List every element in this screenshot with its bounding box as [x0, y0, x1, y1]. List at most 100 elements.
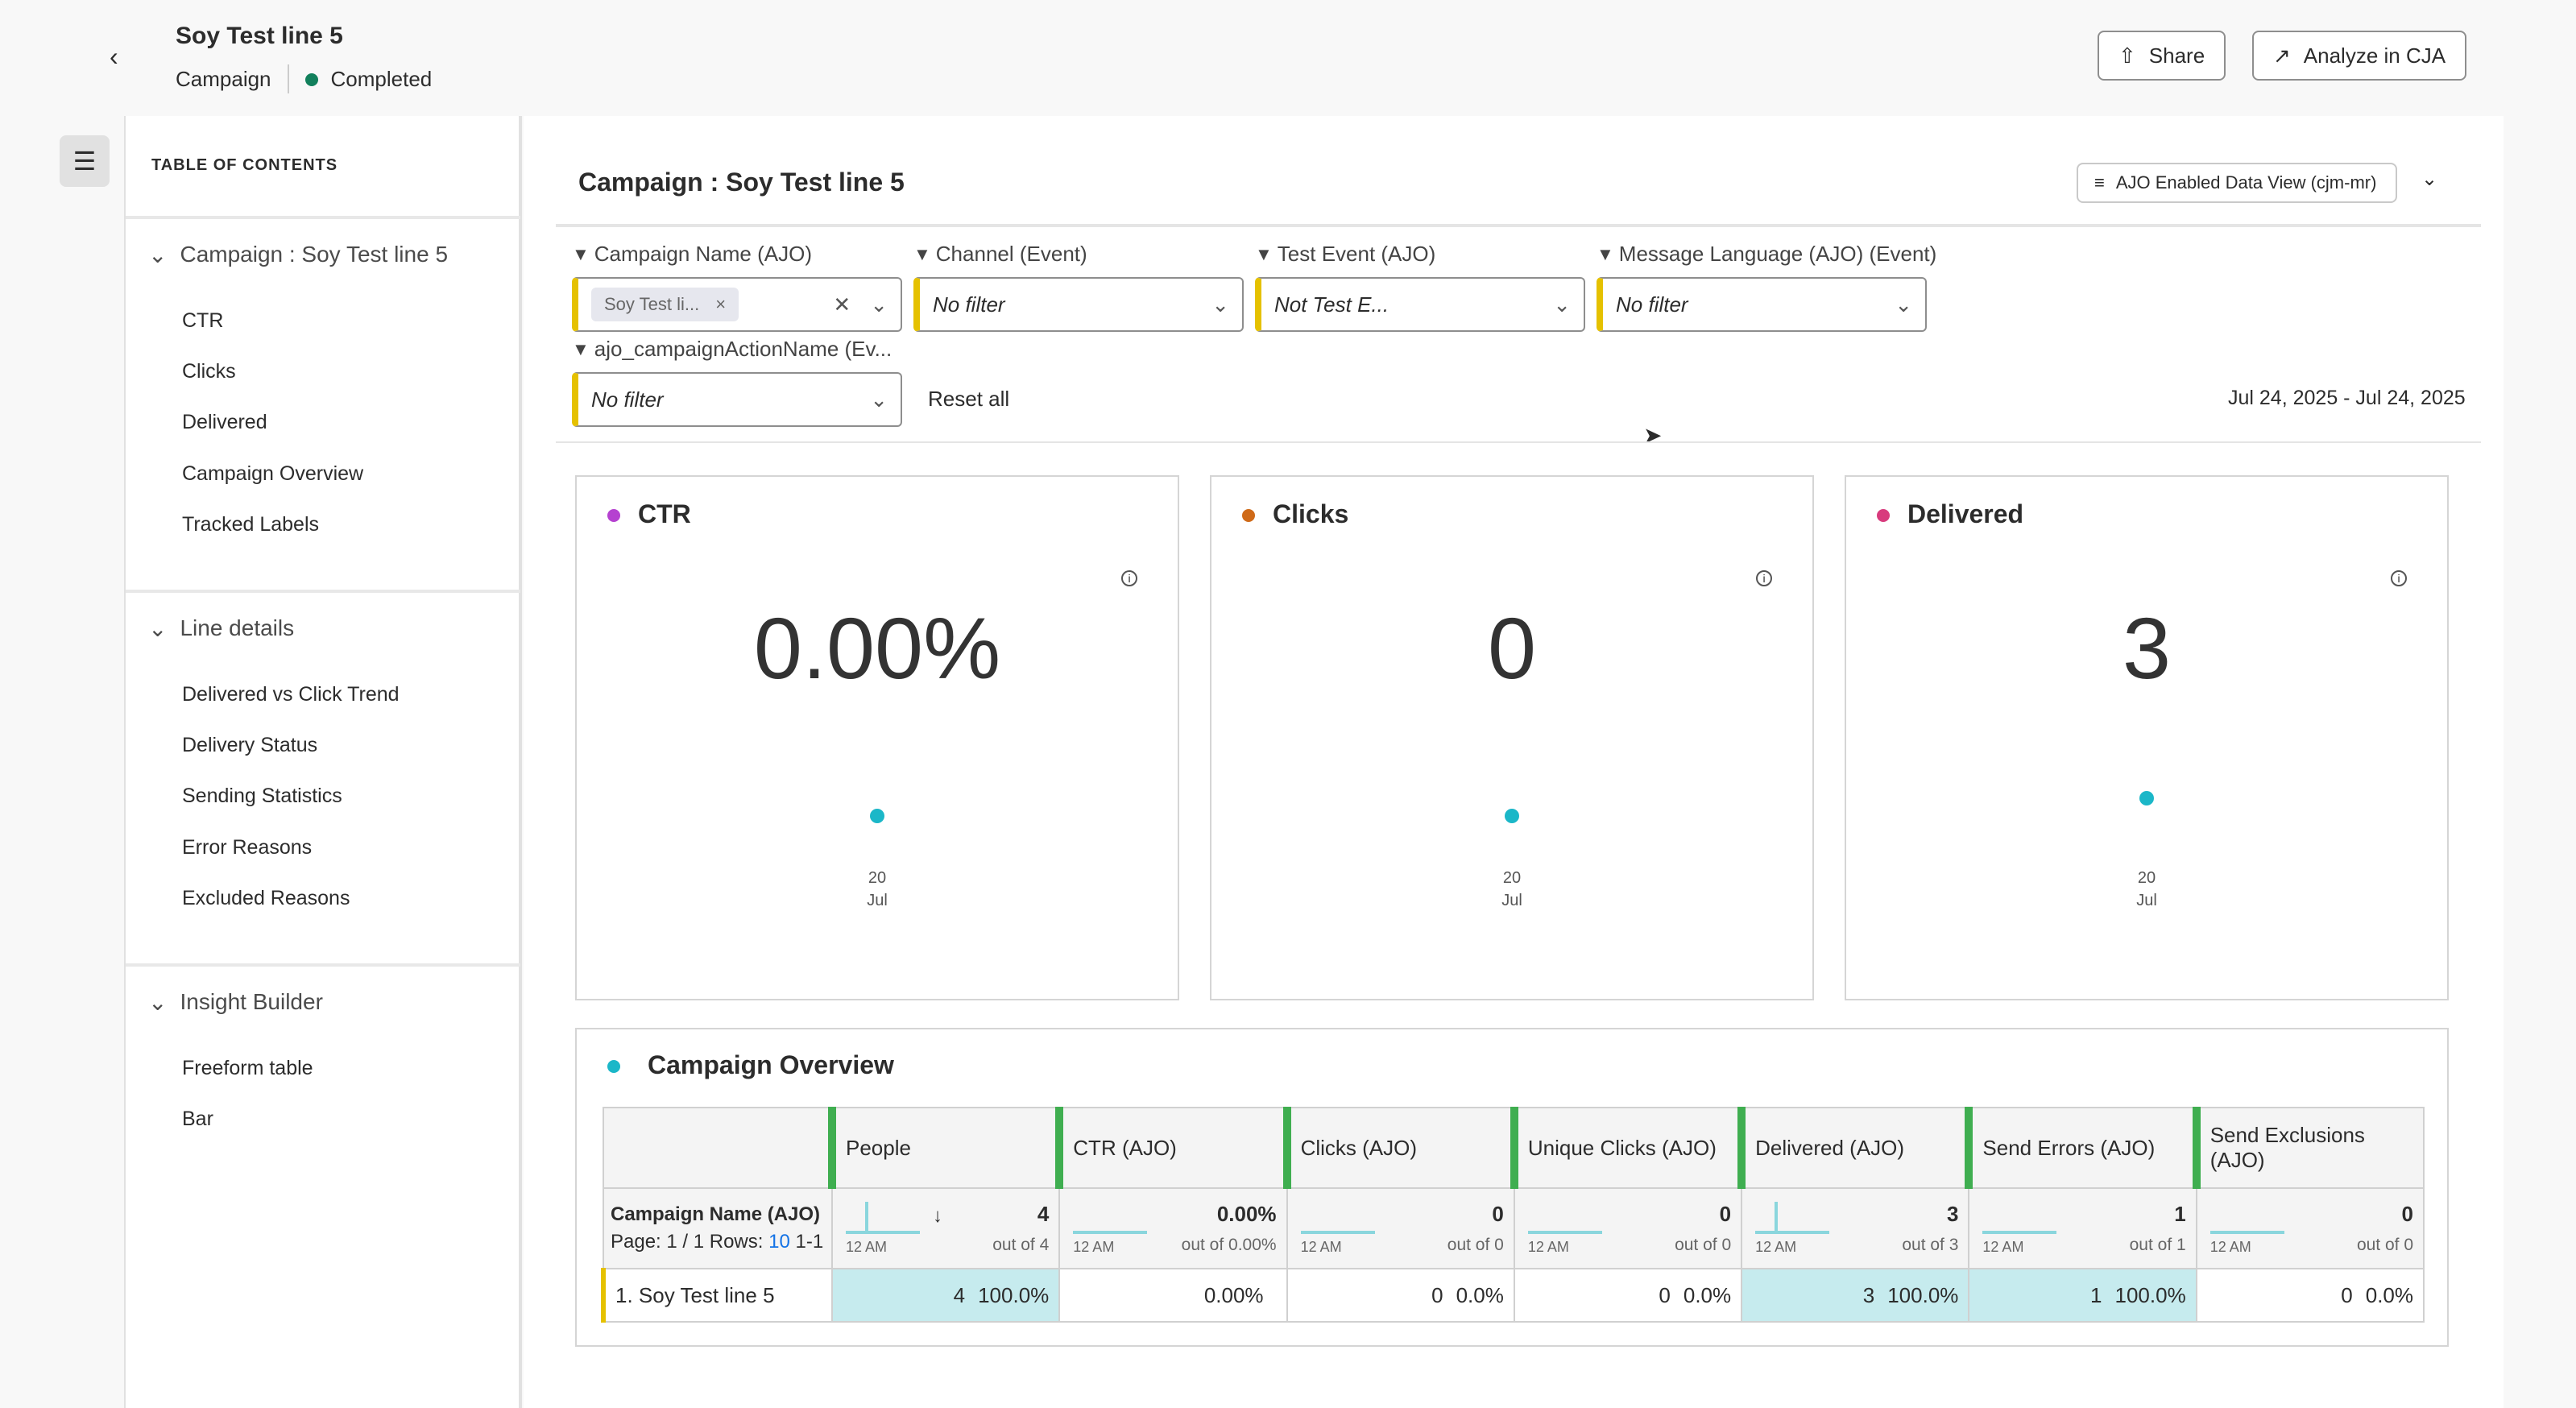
toc-item[interactable]: Bar [182, 1108, 213, 1131]
column-summary: 12 AM 0.00% out of 0.00% [1058, 1187, 1288, 1269]
reset-all-button[interactable]: Reset all [928, 387, 1010, 411]
cell-value: 0 [2341, 1282, 2353, 1307]
metric-dot-icon [1242, 509, 1255, 522]
table-of-contents: TABLE OF CONTENTS ⌄ Campaign : Soy Test l… [124, 116, 522, 1408]
toc-item[interactable]: Clicks [182, 360, 236, 383]
database-icon: ≡ [2094, 172, 2105, 193]
filter-label-text: ajo_campaignActionName (Ev... [594, 337, 892, 361]
panel-title: Campaign : Soy Test line 5 [578, 168, 905, 197]
filter-icon: ▼ [572, 338, 590, 359]
sparkline [846, 1202, 920, 1234]
table-cell[interactable]: 0 0.0% [1513, 1268, 1743, 1323]
data-view-selector[interactable]: ≡ AJO Enabled Data View (cjm-mr) [2077, 163, 2397, 203]
toc-section: ⌄ Line details Delivered vs Click Trend Del… [126, 590, 520, 963]
table-cell[interactable]: 0 0.0% [2195, 1268, 2425, 1323]
table-cell[interactable]: 0.00% [1058, 1268, 1288, 1323]
rows-per-page[interactable]: 10 [768, 1231, 790, 1253]
column-total: 0 [1719, 1202, 1732, 1226]
column-header[interactable]: Send Exclusions (AJO) [2192, 1107, 2425, 1189]
filter-dropdown[interactable]: No filter ⌄ [572, 372, 902, 427]
toc-item[interactable]: Error Reasons [182, 835, 313, 859]
overview-title: Campaign Overview [648, 1050, 894, 1079]
column-header[interactable]: Send Errors (AJO) [1965, 1107, 2197, 1189]
column-total: 0 [1492, 1202, 1504, 1226]
sparkline-axis-label: 12 AM [1300, 1239, 1342, 1255]
column-header[interactable]: CTR (AJO) [1055, 1107, 1288, 1189]
clear-filter-icon[interactable]: ✕ [833, 292, 851, 317]
metric-card-ctr: CTR i 0.00% 20 Jul [575, 475, 1179, 1000]
x-month: Jul [1501, 892, 1522, 909]
sparkline-axis-label: 12 AM [1527, 1239, 1569, 1255]
chevron-down-icon[interactable]: ⌄ [1553, 292, 1571, 317]
filter-dropdown[interactable]: Soy Test li... × ✕ ⌄ [572, 277, 902, 332]
sparkline-point [870, 809, 884, 823]
toc-item[interactable]: Delivered [182, 411, 267, 434]
toc-item[interactable]: Sending Statistics [182, 785, 342, 808]
metric-card-delivered: Delivered i 3 20 Jul [1845, 475, 2449, 1000]
toc-title: TABLE OF CONTENTS [151, 156, 338, 174]
sparkline [1527, 1231, 1602, 1234]
filter-dropdown[interactable]: No filter ⌄ [913, 277, 1244, 332]
toc-section-header[interactable]: ⌄ Campaign : Soy Test line 5 [148, 242, 448, 268]
toc-item[interactable]: Delivery Status [182, 734, 318, 757]
toc-item[interactable]: CTR [182, 309, 224, 332]
sparkline-axis-label: 12 AM [1982, 1239, 2024, 1255]
page-title: Soy Test line 5 [176, 23, 343, 49]
column-summary: 12 AM 1 out of 1 [1968, 1187, 2197, 1269]
sparkline [1073, 1231, 1148, 1234]
collapse-panel-chevron-icon[interactable]: ⌄ [2421, 168, 2438, 190]
sparkline [1982, 1231, 2057, 1234]
x-axis-label: 20 Jul [1211, 867, 1812, 912]
column-header[interactable]: Clicks (AJO) [1282, 1107, 1515, 1189]
toc-item[interactable]: Campaign Overview [182, 462, 364, 485]
toc-item[interactable]: Tracked Labels [182, 512, 319, 536]
filter-label-text: Campaign Name (AJO) [594, 242, 812, 266]
dimension-header[interactable]: Campaign Name (AJO) Page: 1 / 1 Rows: 10 … [603, 1187, 833, 1269]
back-button[interactable]: ‹ [110, 42, 118, 71]
share-icon: ⇧ [2118, 43, 2136, 68]
filter-dropdown[interactable]: Not Test E... ⌄ [1255, 277, 1585, 332]
chevron-down-icon[interactable]: ⌄ [1211, 292, 1229, 317]
date-range[interactable]: Jul 24, 2025 - Jul 24, 2025 [2228, 387, 2466, 409]
table-cell[interactable]: 0 0.0% [1286, 1268, 1515, 1323]
x-day: 20 [2137, 869, 2156, 887]
chevron-down-icon[interactable]: ⌄ [870, 292, 888, 317]
x-month: Jul [867, 892, 888, 909]
table-cell[interactable]: 3 100.0% [1741, 1268, 1970, 1323]
toc-section-label: Campaign : Soy Test line 5 [180, 242, 449, 267]
filter-dropdown[interactable]: No filter ⌄ [1597, 277, 1927, 332]
metric-value: 0 [1487, 599, 1537, 697]
metric-title: Clicks [1273, 499, 1349, 528]
chevron-down-icon[interactable]: ⌄ [1895, 292, 1912, 317]
toc-item[interactable]: Freeform table [182, 1057, 313, 1079]
filter-chip[interactable]: Soy Test li... × [591, 288, 739, 321]
cell-value: 3 [1862, 1282, 1875, 1307]
row-label[interactable]: 1. Soy Test line 5 [601, 1268, 833, 1323]
cell-percent: 100.0% [978, 1282, 1050, 1307]
sparkline [1300, 1231, 1375, 1234]
info-icon[interactable]: i [1121, 570, 1137, 586]
info-icon[interactable]: i [1756, 570, 1772, 586]
object-type: Campaign [176, 66, 271, 91]
sort-desc-icon[interactable]: ↓ [933, 1205, 942, 1227]
table-cell[interactable]: 1 100.0% [1968, 1268, 2197, 1323]
remove-chip-icon[interactable]: × [715, 294, 727, 314]
toc-section-header[interactable]: ⌄ Line details [148, 615, 294, 642]
column-header[interactable]: Unique Clicks (AJO) [1510, 1107, 1743, 1189]
share-button[interactable]: ⇧ Share [2098, 31, 2226, 81]
table-cell[interactable]: 4 100.0% [830, 1268, 1061, 1323]
toc-item[interactable]: Excluded Reasons [182, 886, 350, 909]
sparkline-axis-label: 12 AM [1755, 1239, 1797, 1255]
info-icon[interactable]: i [2391, 570, 2407, 586]
filter-value: No filter [591, 387, 664, 412]
toc-item[interactable]: Delivered vs Click Trend [182, 683, 400, 706]
column-header[interactable]: People [827, 1107, 1061, 1189]
toc-toggle-button[interactable]: ☰ [60, 135, 110, 187]
filter-label: ▼ ajo_campaignActionName (Ev... [572, 337, 892, 362]
analyze-in-cja-button[interactable]: ↗ Analyze in CJA [2252, 31, 2467, 81]
column-header[interactable]: Delivered (AJO) [1737, 1107, 1970, 1189]
toc-section-label: Line details [180, 615, 295, 640]
toc-section-header[interactable]: ⌄ Insight Builder [148, 989, 323, 1016]
cell-percent: 100.0% [1887, 1282, 1959, 1307]
chevron-down-icon[interactable]: ⌄ [870, 387, 888, 412]
